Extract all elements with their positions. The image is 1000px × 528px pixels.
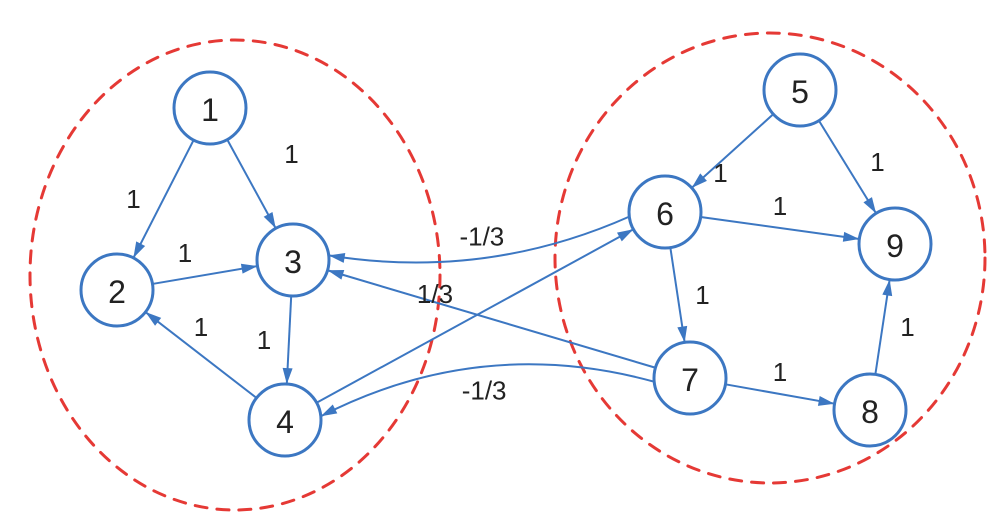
edge-label-n4-n6: 1/3 xyxy=(417,279,453,309)
edge-label-n4-n2: 1 xyxy=(194,312,208,342)
node-label: 5 xyxy=(791,74,809,110)
edge-line xyxy=(819,121,876,214)
arrow-head xyxy=(843,232,860,242)
edge-n2-n3 xyxy=(152,264,257,284)
edge-label-n3-n4: 1 xyxy=(257,325,271,355)
edge-line xyxy=(725,384,834,403)
edge-label-n1-n2: 1 xyxy=(126,184,140,214)
arrow-head xyxy=(329,253,346,263)
edge-n5-n9 xyxy=(819,121,876,214)
edge-n8-n9 xyxy=(875,280,892,375)
node-label: 2 xyxy=(108,274,126,310)
arrow-head xyxy=(145,312,161,326)
arrow-head xyxy=(818,396,835,406)
edge-n7-n3 xyxy=(328,270,656,368)
node-1: 1 xyxy=(174,72,246,144)
edge-label-n6-n3: -1/3 xyxy=(459,221,504,251)
node-label: 3 xyxy=(284,244,302,280)
edge-label-n1-n3: 1 xyxy=(284,139,298,169)
arrow-head xyxy=(863,197,876,213)
node-label: 4 xyxy=(276,404,294,440)
edge-label-n2-n3: 1 xyxy=(178,238,192,268)
edge-label-n8-n9: 1 xyxy=(900,312,914,342)
edge-label-n5-n9: 1 xyxy=(870,147,884,177)
arrow-head xyxy=(882,280,892,297)
node-label: 1 xyxy=(201,92,219,128)
node-8: 8 xyxy=(834,374,906,446)
node-5: 5 xyxy=(764,54,836,126)
arrow-head xyxy=(264,212,276,228)
node-label: 6 xyxy=(656,196,674,232)
edge-n3-n4 xyxy=(283,296,293,384)
node-7: 7 xyxy=(654,342,726,414)
arrow-head xyxy=(328,270,345,280)
arrow-head xyxy=(321,405,338,417)
edge-label-n7-n4: -1/3 xyxy=(462,376,507,406)
edge-n7-n8 xyxy=(725,384,834,406)
node-2: 2 xyxy=(81,254,153,326)
edge-n6-n7 xyxy=(670,248,687,343)
arrow-head xyxy=(241,264,258,274)
edge-line xyxy=(692,114,774,188)
edge-n1-n3 xyxy=(227,140,275,229)
node-label: 7 xyxy=(681,362,699,398)
arrow-head xyxy=(677,326,687,343)
node-label: 8 xyxy=(861,394,879,430)
node-3: 3 xyxy=(257,224,329,296)
node-9: 9 xyxy=(859,208,931,280)
edge-label-n7-n8: 1 xyxy=(773,357,787,387)
node-label: 9 xyxy=(886,228,904,264)
graph-diagram: 11111111111-1/31/3-1/3123456789 xyxy=(0,0,1000,528)
edge-n5-n6 xyxy=(692,114,774,188)
arrow-head xyxy=(617,229,633,241)
arrow-head xyxy=(133,241,145,258)
arrow-head xyxy=(283,368,293,384)
edge-label-n5-n6: 1 xyxy=(713,158,727,188)
node-4: 4 xyxy=(249,384,321,456)
node-6: 6 xyxy=(629,176,701,248)
edge-line xyxy=(328,270,656,367)
edge-label-n6-n7: 1 xyxy=(695,280,709,310)
edge-label-n6-n9: 1 xyxy=(773,191,787,221)
